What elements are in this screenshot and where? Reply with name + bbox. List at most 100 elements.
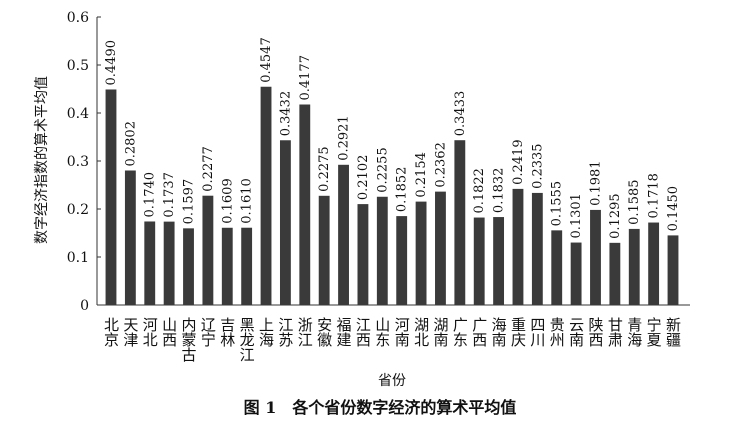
value-label: 0.1822	[472, 168, 487, 213]
value-label: 0.1301	[569, 193, 584, 239]
value-label: 0.1981	[588, 160, 603, 206]
bar	[551, 230, 563, 305]
bar	[318, 195, 330, 305]
y-tick-label: 0.5	[67, 58, 89, 74]
value-label: 0.2419	[511, 139, 526, 185]
x-tick-label: 新疆	[664, 317, 682, 347]
y-axis-label: 数字经济指数的算术平均值	[34, 76, 50, 244]
value-label: 0.2154	[414, 152, 429, 198]
x-tick-label: 山东	[373, 317, 391, 347]
bar	[105, 89, 117, 305]
bar	[493, 217, 505, 305]
bar	[338, 164, 349, 305]
x-tick-label: 福建	[335, 317, 353, 347]
x-tick-label: 江苏	[276, 317, 294, 348]
bar	[570, 242, 582, 305]
x-tick-label: 云南	[567, 317, 585, 347]
x-tick-label: 上海	[257, 317, 275, 347]
value-label: 0.2335	[530, 143, 545, 189]
x-tick-label: 青海	[625, 317, 643, 347]
bar	[648, 222, 660, 305]
x-tick-label: 贵州	[548, 317, 566, 347]
x-tick-label: 海南	[490, 317, 508, 347]
bar	[435, 191, 446, 305]
value-label: 0.2255	[375, 147, 390, 193]
x-tick-label: 浙江	[296, 317, 314, 347]
x-tick-label: 广西	[470, 317, 488, 347]
x-axis-label: 省份	[378, 373, 406, 389]
bar	[357, 204, 369, 305]
value-label: 0.1718	[647, 173, 662, 219]
x-tick-label: 江西	[354, 317, 372, 347]
y-tick-label: 0	[80, 298, 89, 314]
x-tick-label: 吉林	[218, 317, 236, 347]
value-label: 0.1450	[666, 186, 681, 232]
caption: 图 1 各个省份数字经济的算术平均值	[244, 398, 517, 417]
bar	[241, 227, 253, 305]
y-tick-label: 0.6	[67, 10, 89, 26]
bar	[299, 104, 311, 305]
value-label: 0.1609	[220, 178, 235, 224]
y-tick-label: 0.1	[67, 250, 89, 266]
bar	[144, 221, 156, 305]
value-label: 0.3432	[278, 91, 293, 137]
x-tick-label: 广东	[451, 317, 469, 347]
bar	[279, 140, 291, 305]
bar	[590, 209, 601, 305]
y-tick-label: 0.2	[67, 202, 89, 218]
value-label: 0.2277	[201, 146, 216, 192]
value-label: 0.4177	[298, 55, 313, 101]
bar	[376, 196, 388, 305]
bar	[202, 195, 214, 305]
value-label: 0.1610	[240, 178, 255, 224]
x-tick-label: 黑龙江	[238, 317, 256, 362]
x-tick-label: 天津	[121, 317, 139, 347]
bar	[609, 242, 621, 305]
bar	[473, 217, 485, 305]
bar	[628, 228, 640, 305]
x-tick-label: 河北	[141, 317, 159, 347]
x-tick-label: 河南	[393, 317, 411, 347]
value-label: 0.1737	[162, 172, 177, 218]
y-tick-label: 0.3	[67, 154, 89, 170]
value-label: 0.4547	[259, 37, 274, 83]
x-tick-label: 甘肃	[606, 317, 624, 347]
value-label: 0.1555	[550, 181, 565, 227]
value-label: 0.1832	[492, 168, 507, 213]
value-label: 0.2362	[433, 142, 448, 188]
x-tick-label: 四川	[528, 317, 546, 347]
bar	[454, 140, 466, 305]
x-tick-label: 山西	[160, 317, 178, 347]
value-label: 0.1597	[182, 179, 197, 225]
x-tick-label: 陕西	[586, 317, 604, 347]
value-label: 0.2102	[356, 155, 371, 201]
x-tick-label: 北京	[102, 317, 120, 348]
bar	[183, 228, 194, 305]
value-label: 0.4490	[104, 40, 119, 85]
bar	[396, 216, 408, 305]
x-tick-label: 重庆	[509, 317, 527, 347]
value-label: 0.1852	[395, 167, 410, 213]
bar	[667, 235, 679, 305]
y-tick-label: 0.4	[67, 106, 89, 122]
bar	[415, 201, 427, 305]
bar	[531, 192, 543, 305]
value-label: 0.1295	[608, 193, 623, 239]
x-tick-label: 安徽	[315, 317, 333, 347]
x-tick-label: 湖南	[431, 317, 449, 347]
bar	[512, 188, 524, 305]
x-tick-label: 内蒙古	[180, 317, 198, 362]
x-tick-label: 辽宁	[199, 317, 217, 347]
value-label: 0.2802	[123, 121, 138, 167]
bar	[124, 170, 136, 305]
x-tick-label: 宁夏	[645, 317, 663, 347]
bar	[221, 227, 233, 305]
bar	[260, 86, 272, 305]
value-label: 0.2921	[337, 115, 352, 161]
value-label: 0.3433	[453, 91, 468, 137]
x-tick-label: 湖北	[412, 317, 430, 347]
value-label: 0.1585	[627, 179, 642, 225]
bar	[163, 221, 175, 305]
value-label: 0.1740	[143, 172, 158, 218]
